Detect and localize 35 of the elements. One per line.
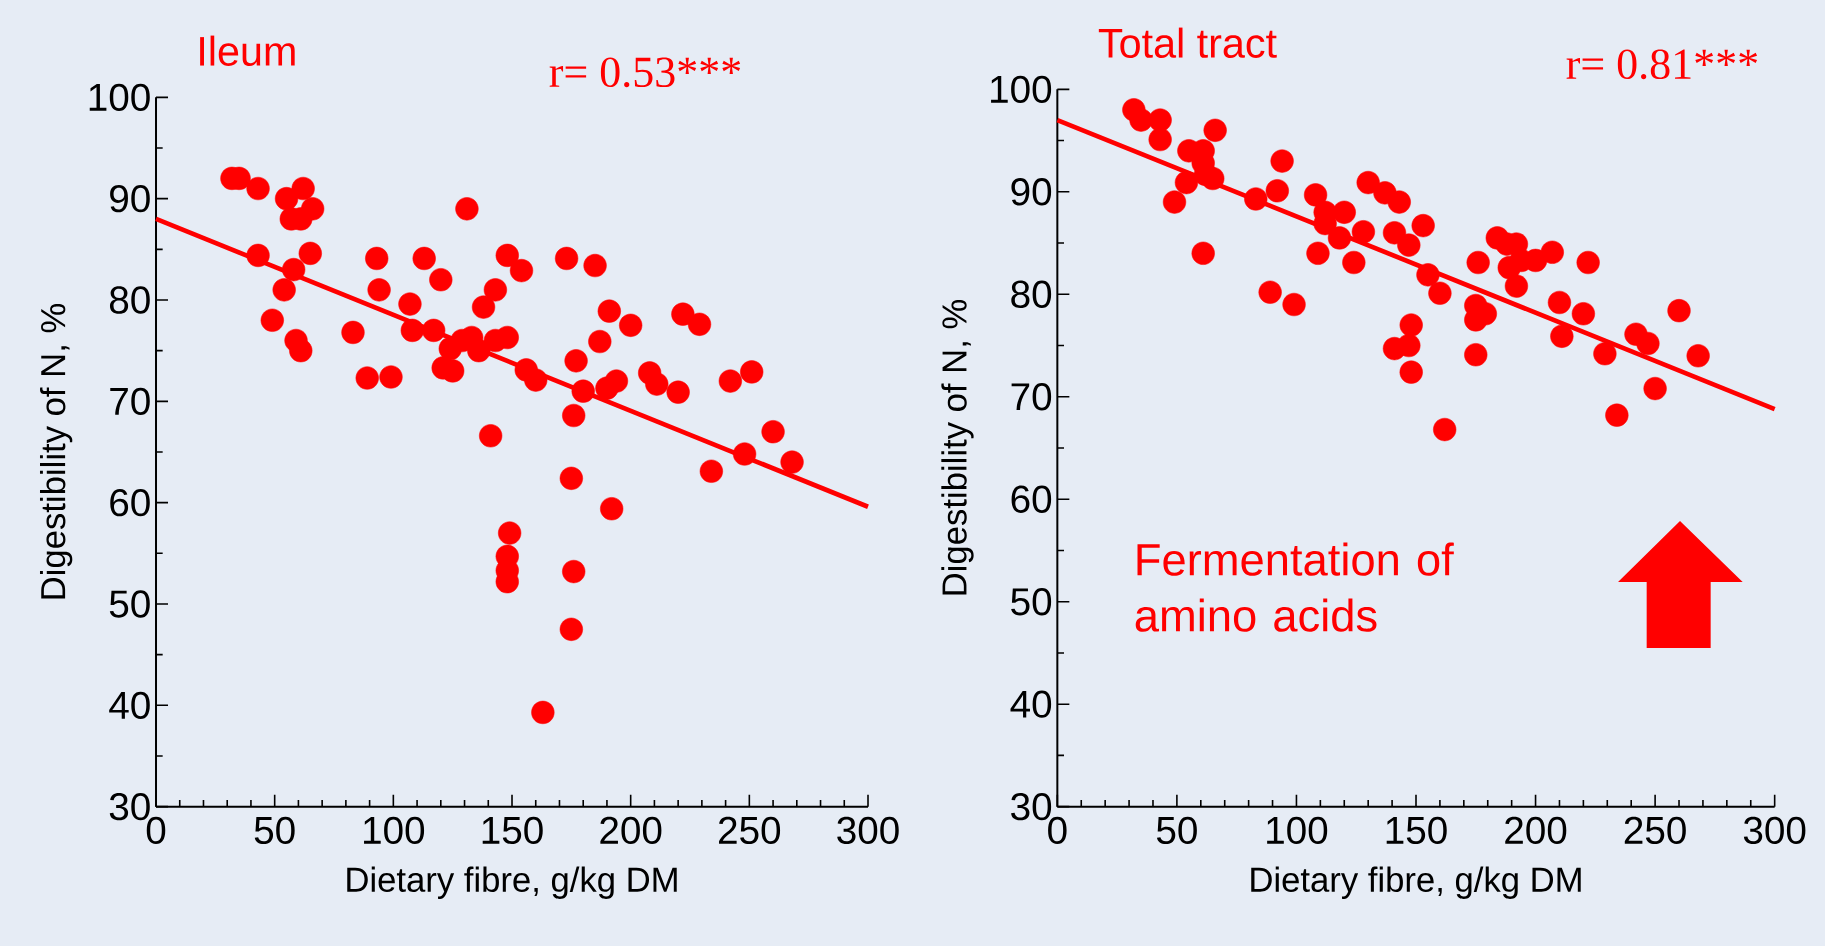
x-tick-label: 150 <box>1386 816 1447 845</box>
x-tick-label: 300 <box>837 816 899 845</box>
x-tick-label: 200 <box>600 816 662 845</box>
text: r= 0.81*** <box>1566 49 1758 80</box>
y-axis-title: Digestibility of N, % <box>39 303 73 599</box>
y-tick-label: 90 <box>110 184 150 213</box>
x-tick-label: 50 <box>254 816 295 845</box>
chart-title: Total tract <box>1098 27 1277 58</box>
text: r= 0.53*** <box>549 57 741 88</box>
x-tick-label: 250 <box>1624 816 1686 845</box>
y-tick-label: 50 <box>109 590 150 618</box>
y-tick-label: 90 <box>1011 178 1052 206</box>
y-tick-label: 80 <box>1011 280 1052 308</box>
x-tick-label: 200 <box>1505 816 1567 845</box>
x-tick-label: 100 <box>1267 816 1328 845</box>
y-tick-label: 50 <box>1011 588 1052 616</box>
x-axis-title: Dietary fibre, g/kg DM <box>347 866 677 899</box>
y-tick-label: 60 <box>1011 485 1052 513</box>
y-tick-label: 70 <box>110 387 150 416</box>
y-tick-label: 40 <box>109 691 150 720</box>
annotation: Fermentation of amino acids <box>1135 542 1454 632</box>
y-tick-label: 60 <box>110 488 150 517</box>
y-tick-label: 80 <box>109 286 150 314</box>
y-tick-label: 100 <box>991 75 1052 104</box>
y-tick-label: 70 <box>1011 383 1052 411</box>
x-tick-label: 250 <box>719 816 781 845</box>
x-axis-title: Dietary fibre, g/kg DM <box>1251 866 1581 899</box>
x-tick-label: 150 <box>482 816 543 845</box>
y-axis-title: Digestibility of N, % <box>941 299 974 595</box>
x-tick-label: 300 <box>1743 816 1806 845</box>
y-tick-label: 40 <box>1010 690 1052 718</box>
y-tick-label: 100 <box>89 83 150 112</box>
x-tick-label: 100 <box>364 816 425 845</box>
chart-title: Ileum <box>200 35 295 66</box>
x-tick-label: 50 <box>1156 816 1197 845</box>
